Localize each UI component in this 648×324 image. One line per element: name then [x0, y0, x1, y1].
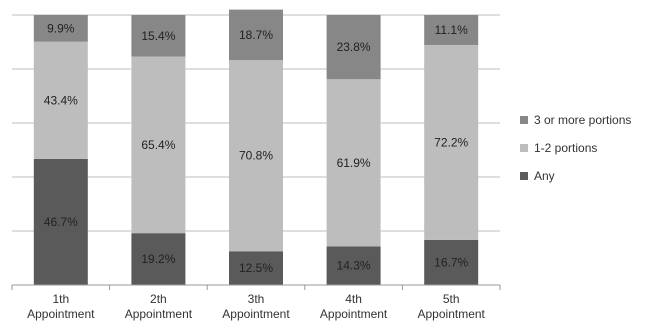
x-tick-label: Appointment [320, 307, 388, 321]
data-label: 9.9% [47, 21, 75, 35]
data-label: 12.5% [239, 261, 273, 275]
data-label: 19.2% [141, 252, 175, 266]
legend-label-1-2-portions: 1-2 portions [534, 141, 598, 155]
bar-segment [326, 79, 381, 247]
data-label: 15.4% [141, 29, 175, 43]
bar-segment [229, 60, 283, 252]
data-label: 61.9% [337, 156, 371, 170]
x-axis: 1thAppointment2thAppointment3thAppointme… [11, 284, 501, 321]
data-label: 11.1% [435, 23, 468, 37]
legend-item-3-or-more: 3 or more portions [520, 106, 631, 134]
bar-segment [229, 9, 283, 61]
legend-swatch-1-2-portions [520, 144, 528, 152]
x-tick-label: Appointment [222, 307, 290, 321]
bar-segment [131, 15, 186, 57]
legend-item-any: Any [520, 162, 631, 190]
x-tick-label: Appointment [418, 307, 486, 321]
legend: 3 or more portions 1-2 portions Any [520, 106, 631, 190]
x-tick-label: 4th [345, 292, 362, 306]
legend-swatch-3-or-more [520, 116, 528, 124]
bar-segment [131, 56, 186, 234]
data-label: 70.8% [239, 149, 273, 163]
bars: 46.7% 43.4% 9.9% 19.2% 65.4% 15.4% 12.5% 70.8% 1… [33, 9, 479, 285]
bar-segment [424, 239, 479, 285]
legend-item-1-2-portions: 1-2 portions [520, 134, 631, 162]
data-label: 14.3% [337, 259, 371, 273]
bar-segment [33, 15, 88, 42]
data-label: 18.7% [239, 28, 273, 42]
data-label: 23.8% [337, 40, 371, 54]
x-tick-label: 3th [248, 292, 265, 306]
data-label: 16.7% [434, 255, 468, 269]
bar-segment [326, 246, 381, 285]
legend-swatch-any [520, 172, 528, 180]
bar-segment [326, 15, 381, 80]
x-tick-label: 1th [52, 292, 69, 306]
x-tick-label: 5th [443, 292, 460, 306]
bar-segment [33, 158, 88, 285]
bar-segment [229, 251, 283, 285]
bar-segment [424, 44, 479, 240]
x-tick-label: Appointment [125, 307, 193, 321]
data-label: 43.4% [44, 93, 78, 107]
x-tick-label: Appointment [27, 307, 95, 321]
bar-segment [424, 15, 479, 45]
x-tick-label: 2th [150, 292, 167, 306]
legend-label-any: Any [534, 169, 555, 183]
legend-label-3-or-more: 3 or more portions [534, 113, 632, 127]
bar-segment [131, 233, 186, 285]
data-label: 46.7% [44, 215, 78, 229]
data-label: 72.2% [434, 135, 468, 149]
bar-segment [33, 41, 88, 159]
data-label: 65.4% [141, 138, 175, 152]
